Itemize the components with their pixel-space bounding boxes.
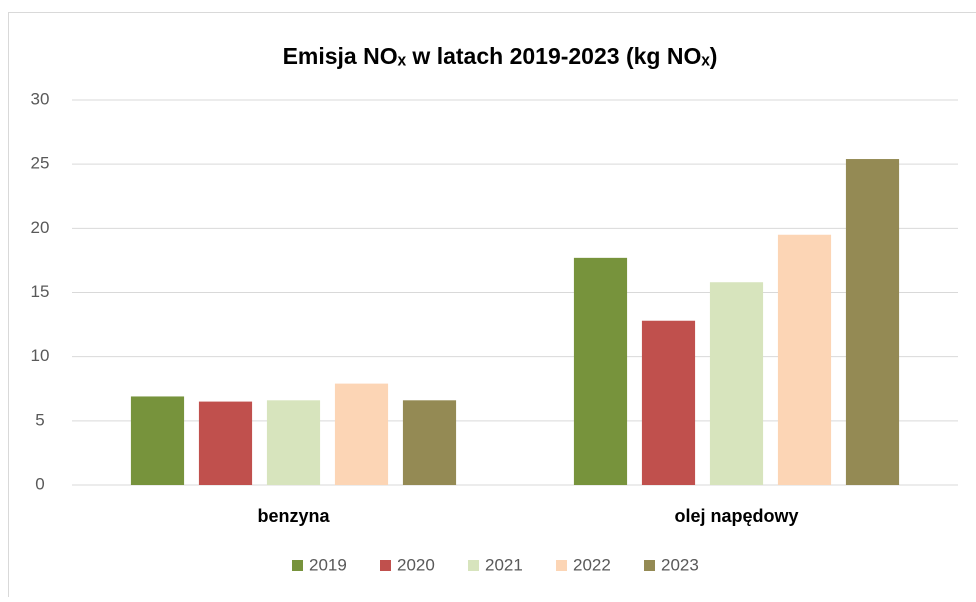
legend-label: 2023 [661,555,699,574]
legend-label: 2022 [573,555,611,574]
legend-swatch [556,560,567,571]
bar [642,321,695,485]
chart-title: Emisja NOₓ w latach 2019-2023 (kg NOₓ) [283,43,718,69]
y-tick-label: 10 [31,346,50,365]
legend-swatch [380,560,391,571]
y-tick-label: 0 [35,474,44,493]
bar [846,159,899,485]
x-tick-label: olej napędowy [674,506,798,526]
legend-label: 2021 [485,555,523,574]
bar [199,402,252,485]
legend-label: 2020 [397,555,435,574]
legend-swatch [292,560,303,571]
bar [131,396,184,485]
bar [574,258,627,485]
bar [403,400,456,485]
bar [710,282,763,485]
y-tick-label: 15 [31,282,50,301]
bar [778,235,831,485]
bar [335,384,388,485]
y-tick-label: 25 [31,154,50,173]
y-tick-label: 30 [31,89,50,108]
legend-swatch [644,560,655,571]
x-tick-label: benzyna [257,506,330,526]
y-tick-label: 20 [31,218,50,237]
legend-label: 2019 [309,555,347,574]
legend-swatch [468,560,479,571]
y-tick-label: 5 [35,410,44,429]
bar [267,400,320,485]
